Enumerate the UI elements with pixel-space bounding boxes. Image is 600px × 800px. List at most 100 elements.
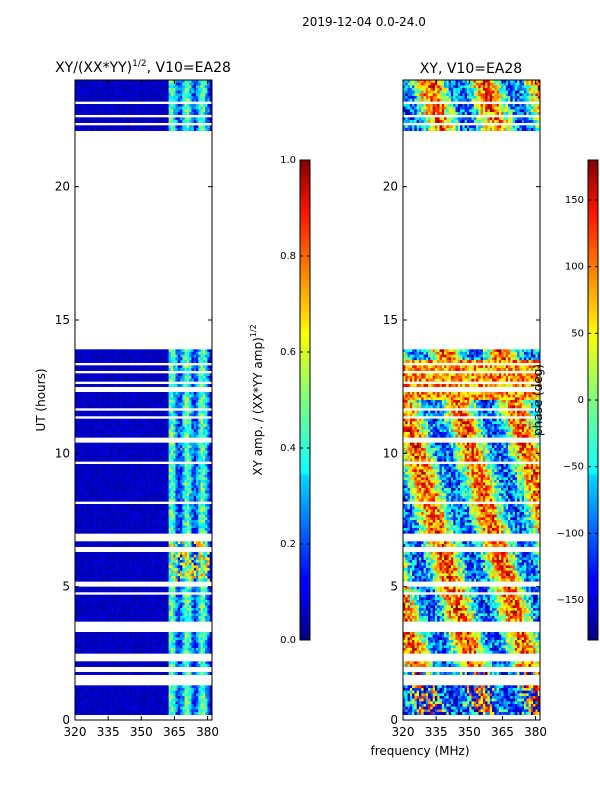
amp-cell	[150, 128, 153, 131]
amp-cell	[125, 466, 128, 470]
amp-cell	[184, 365, 188, 369]
amp-cell	[157, 568, 160, 571]
amp-cell	[97, 509, 101, 513]
amp-cell	[111, 365, 115, 369]
amp-cell	[186, 493, 190, 497]
amp-cell	[122, 392, 126, 395]
amp-cell	[104, 456, 108, 459]
amp-cell	[104, 477, 108, 481]
amp-cell	[129, 512, 133, 515]
amp-cell	[177, 448, 181, 451]
amp-cell	[111, 120, 115, 123]
amp-cell	[154, 498, 158, 502]
amp-cell	[134, 434, 137, 438]
amp-cell	[113, 544, 117, 547]
amp-cell	[93, 514, 96, 518]
amp-cell	[186, 109, 190, 113]
amp-cell	[116, 88, 119, 91]
amp-cell	[127, 506, 131, 510]
amp-cell	[148, 562, 151, 566]
amp-cell	[207, 448, 211, 451]
amp-cell	[77, 554, 80, 558]
amp-cell	[177, 528, 181, 531]
amp-cell	[136, 482, 140, 486]
amp-cell	[180, 528, 183, 531]
amp-cell	[166, 418, 169, 422]
amp-cell	[180, 568, 183, 571]
amp-cell	[95, 520, 99, 523]
amp-cell	[109, 125, 112, 129]
amp-cell	[132, 541, 135, 545]
amp-cell	[138, 450, 142, 454]
amp-cell	[116, 93, 119, 97]
amp-cell	[88, 349, 92, 353]
amp-cell	[106, 445, 110, 449]
amp-cell	[141, 541, 144, 545]
amp-cell	[157, 514, 160, 518]
amp-cell	[116, 421, 119, 425]
amp-cell	[90, 418, 94, 422]
amp-cell	[100, 410, 103, 414]
amp-cell	[111, 397, 115, 401]
amp-cell	[116, 490, 119, 494]
amp-cell	[182, 421, 185, 425]
amp-cell	[173, 365, 176, 369]
amp-cell	[127, 504, 131, 507]
amp-cell	[207, 368, 211, 371]
amp-cell	[148, 448, 151, 451]
amp-cell	[136, 96, 140, 99]
amp-cell	[125, 522, 128, 526]
amp-cell	[157, 464, 160, 467]
amp-cell	[193, 458, 197, 462]
amp-cell	[132, 400, 135, 403]
amp-cell	[200, 373, 204, 377]
amp-cell	[77, 541, 80, 545]
amp-cell	[189, 504, 192, 507]
amp-cell	[75, 560, 78, 563]
amp-cell	[125, 482, 128, 486]
amp-cell	[122, 93, 126, 97]
amp-cell	[150, 88, 153, 91]
amp-cell	[175, 488, 179, 491]
amp-cell	[97, 397, 101, 401]
amp-cell	[100, 418, 103, 422]
amp-cell	[86, 557, 89, 561]
amp-cell	[143, 88, 147, 91]
amp-cell	[75, 490, 78, 494]
amp-cell	[180, 90, 183, 94]
amp-cell	[182, 80, 185, 83]
amp-cell	[97, 496, 101, 499]
amp-cell	[191, 112, 195, 115]
amp-cell	[84, 448, 87, 451]
amp-cell	[184, 504, 188, 507]
amp-cell	[100, 352, 103, 355]
amp-cell	[129, 125, 133, 129]
amp-cell	[100, 378, 103, 382]
amp-cell	[157, 424, 160, 427]
amp-cell	[111, 493, 115, 497]
amp-cell	[88, 90, 92, 94]
amp-cell	[202, 517, 206, 521]
amp-cell	[150, 565, 153, 569]
amp-cell	[111, 466, 115, 470]
amp-cell	[202, 418, 206, 422]
amp-cell	[173, 112, 176, 115]
amp-cell	[150, 85, 153, 89]
amp-cell	[136, 93, 140, 97]
amp-cell	[175, 397, 179, 401]
amp-cell	[166, 360, 169, 363]
amp-cell	[148, 402, 151, 406]
amp-cell	[159, 104, 163, 107]
amp-cell	[207, 490, 211, 494]
amp-cell	[141, 82, 144, 86]
amp-cell	[173, 557, 176, 561]
amp-cell	[166, 394, 169, 398]
amp-cell	[125, 512, 128, 515]
amp-cell	[207, 472, 211, 475]
amp-cell	[202, 413, 206, 417]
amp-cell	[150, 368, 153, 371]
amp-cell	[145, 424, 149, 427]
amp-cell	[118, 552, 121, 555]
amp-cell	[120, 432, 124, 435]
amp-cell	[81, 464, 85, 467]
